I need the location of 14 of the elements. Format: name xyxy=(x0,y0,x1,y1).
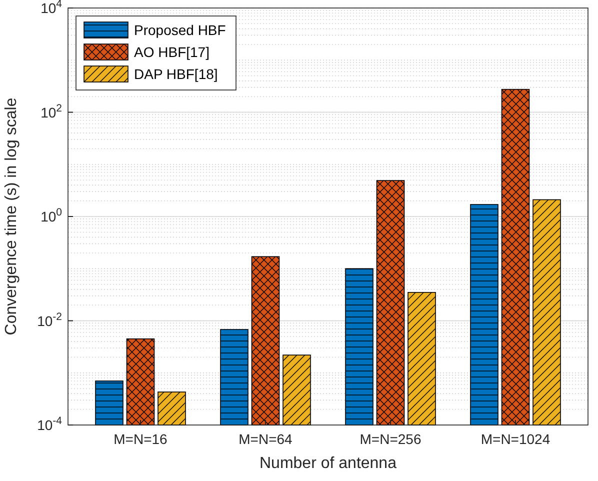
y-axis-title: Convergence time (s) in log scale xyxy=(3,98,20,336)
legend-label: Proposed HBF xyxy=(134,22,226,38)
y-tick-label: 10$^{4}$ xyxy=(40,0,62,16)
x-tick-label: M=N=64 xyxy=(238,431,293,447)
x-axis-title: Number of antenna xyxy=(260,455,397,472)
y-tick-label: 10$^{-2}$ xyxy=(37,310,62,329)
legend-label: DAP HBF[18] xyxy=(134,66,218,82)
y-tick-label: 10$^{-4}$ xyxy=(37,415,62,433)
x-tick-label: M=N=256 xyxy=(360,431,422,447)
y-tick-label: 10$^{2}$ xyxy=(40,102,62,120)
y-tick-label: 10$^{0}$ xyxy=(40,206,62,224)
legend-label: AO HBF[17] xyxy=(134,44,210,60)
x-tick-label: M=N=1024 xyxy=(480,431,550,447)
x-tick-label: M=N=16 xyxy=(114,431,168,447)
